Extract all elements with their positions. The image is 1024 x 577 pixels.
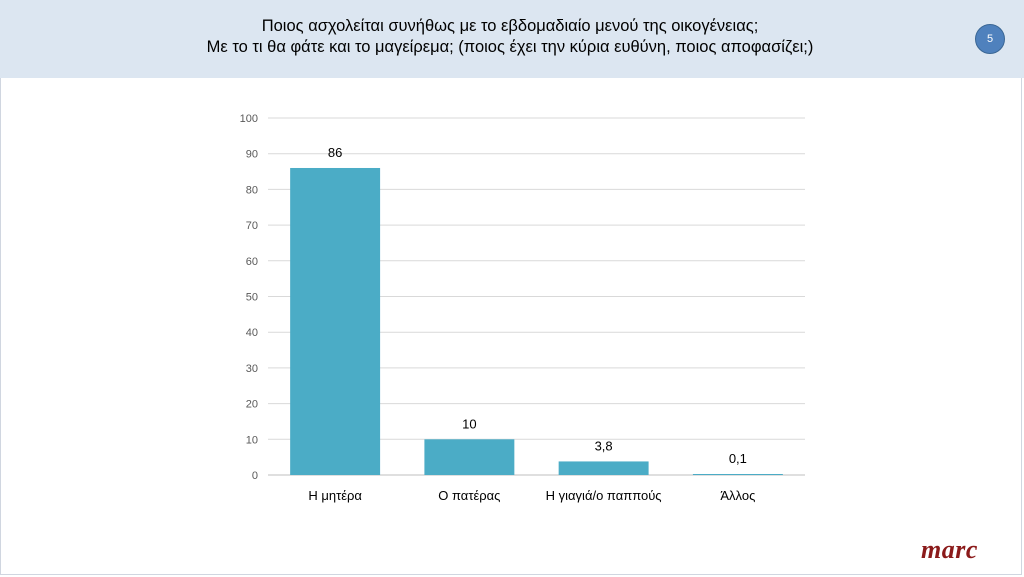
y-tick-label: 90 [246,149,258,161]
y-tick-label: 40 [246,327,258,339]
y-tick-label: 30 [246,363,258,375]
y-tick-label: 60 [246,256,258,268]
bar-2 [424,439,515,475]
y-tick-label: 10 [246,434,258,446]
y-tick-label: 70 [246,220,258,232]
data-label: 86 [328,145,342,160]
bar-3 [558,461,649,475]
page-title: Ποιος ασχολείται συνήθως με το εβδομαδια… [80,16,940,58]
title-line-1: Ποιος ασχολείται συνήθως με το εβδομαδια… [261,17,759,35]
marc-logo: marc [921,535,978,564]
page-number-badge: 5 [975,24,1005,54]
y-tick-label: 100 [240,113,258,125]
data-label: 0,1 [729,451,747,466]
y-tick-label: 50 [246,292,258,304]
category-label: Άλλος [720,488,755,503]
category-label: Η μητέρα [308,488,362,503]
category-label: Η γιαγιά/ο παππούς [546,488,662,503]
title-line-2: Με το τι θα φάτε και το μαγείρεμα; (ποιο… [206,38,814,56]
bar-4 [692,474,783,475]
data-label: 3,8 [595,438,613,453]
bar-1 [290,167,381,476]
y-tick-label: 0 [252,470,258,482]
y-tick-label: 80 [246,184,258,196]
category-label: Ο πατέρας [438,488,500,503]
data-label: 10 [462,416,476,431]
header-band: Ποιος ασχολείται συνήθως με το εβδομαδια… [0,0,1024,78]
y-tick-label: 20 [246,399,258,411]
